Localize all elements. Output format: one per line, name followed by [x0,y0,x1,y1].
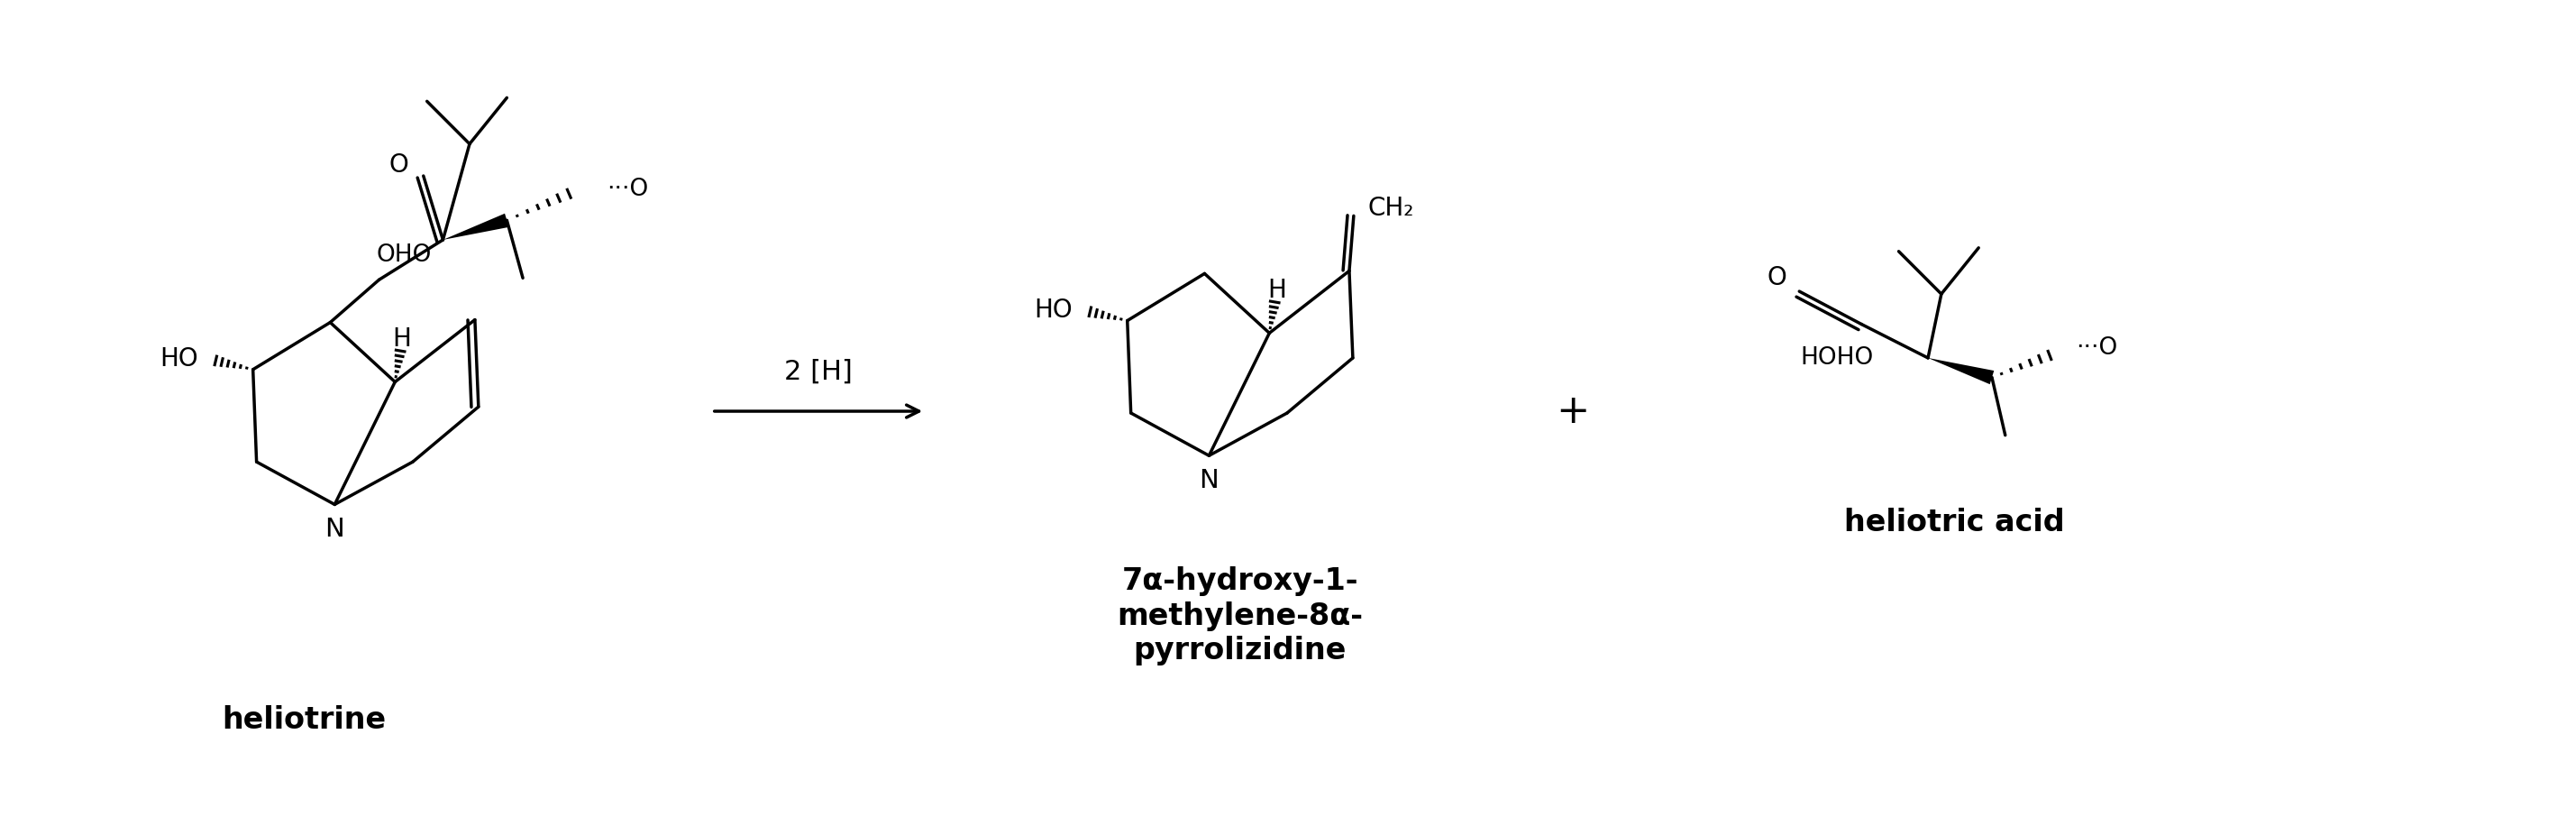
Text: H: H [1267,278,1285,303]
Text: H: H [392,326,412,352]
Text: O: O [1767,265,1788,291]
Text: 7α-hydroxy-1-
methylene-8α-
pyrrolizidine: 7α-hydroxy-1- methylene-8α- pyrrolizidin… [1118,567,1363,665]
Text: +: + [1556,392,1589,430]
Text: CH₂: CH₂ [1368,196,1414,221]
Text: heliotric acid: heliotric acid [1844,507,2066,537]
Text: heliotrine: heliotrine [222,705,386,735]
Polygon shape [443,213,510,240]
Text: O: O [389,153,410,178]
Text: ···O: ···O [2076,336,2117,360]
Text: ···O: ···O [605,178,649,201]
Polygon shape [1927,358,1994,384]
Text: HOHO: HOHO [1801,346,1873,370]
Text: N: N [1200,468,1218,493]
Text: HO: HO [160,346,198,372]
Text: OHO: OHO [376,243,433,267]
Text: 2 [H]: 2 [H] [783,358,853,384]
Text: N: N [325,517,345,542]
Text: HO: HO [1033,297,1072,323]
